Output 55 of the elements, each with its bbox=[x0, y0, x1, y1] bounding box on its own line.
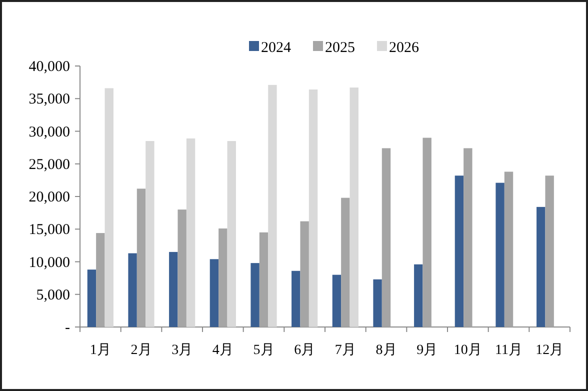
bar bbox=[268, 84, 277, 327]
bar bbox=[454, 176, 464, 327]
bar bbox=[536, 206, 546, 327]
x-tick-label: 3月 bbox=[172, 343, 193, 358]
bar bbox=[373, 279, 382, 327]
bar bbox=[96, 233, 105, 327]
legend-label: 2026 bbox=[389, 40, 420, 56]
y-tick-label: 20,000 bbox=[28, 190, 70, 206]
x-tick-label: 7月 bbox=[334, 343, 356, 358]
bar bbox=[146, 141, 154, 327]
y-tick-label: 5,000 bbox=[36, 287, 70, 304]
y-tick-label: 25,000 bbox=[28, 156, 70, 173]
bar bbox=[87, 270, 96, 327]
x-tick-label: 2月 bbox=[130, 343, 152, 358]
bar bbox=[504, 172, 514, 327]
bar bbox=[464, 148, 472, 327]
bar bbox=[496, 182, 504, 327]
bar bbox=[186, 138, 196, 327]
x-tick-label: 6月 bbox=[294, 343, 316, 358]
x-tick-label: 4月 bbox=[212, 343, 234, 358]
y-tick-label: 15,000 bbox=[28, 222, 70, 238]
y-tick-label: 30,000 bbox=[28, 124, 70, 140]
x-tick-label: 9月 bbox=[416, 343, 438, 358]
y-tick-label: 35,000 bbox=[28, 92, 70, 108]
x-tick-label: 1月 bbox=[90, 343, 111, 358]
bar bbox=[292, 270, 300, 327]
legend-label: 2024 bbox=[261, 40, 292, 56]
bar bbox=[210, 259, 219, 327]
bar bbox=[227, 141, 236, 327]
y-tick-label: - bbox=[65, 320, 70, 336]
bar bbox=[545, 176, 554, 327]
bar bbox=[382, 148, 391, 327]
x-tick-label: 11月 bbox=[495, 343, 522, 358]
bar bbox=[178, 210, 186, 327]
y-tick-label: 40,000 bbox=[28, 59, 70, 75]
x-tick-label: 5月 bbox=[253, 343, 274, 358]
bar bbox=[218, 228, 228, 327]
bar bbox=[422, 138, 432, 327]
bar bbox=[169, 252, 178, 327]
bar bbox=[250, 263, 260, 327]
bar bbox=[350, 88, 358, 327]
bar bbox=[414, 264, 423, 327]
bar bbox=[300, 221, 309, 327]
x-tick-label: 8月 bbox=[376, 343, 397, 358]
bar bbox=[332, 274, 342, 327]
y-tick-label: 10,000 bbox=[28, 254, 70, 271]
bar bbox=[308, 89, 318, 327]
bar bbox=[128, 253, 137, 327]
x-tick-label: 10月 bbox=[454, 343, 482, 358]
bar bbox=[259, 232, 268, 327]
bar bbox=[104, 88, 114, 327]
legend-label: 2025 bbox=[325, 40, 355, 56]
x-tick-label: 12月 bbox=[536, 343, 564, 358]
bar bbox=[136, 188, 146, 327]
bar bbox=[341, 198, 350, 327]
